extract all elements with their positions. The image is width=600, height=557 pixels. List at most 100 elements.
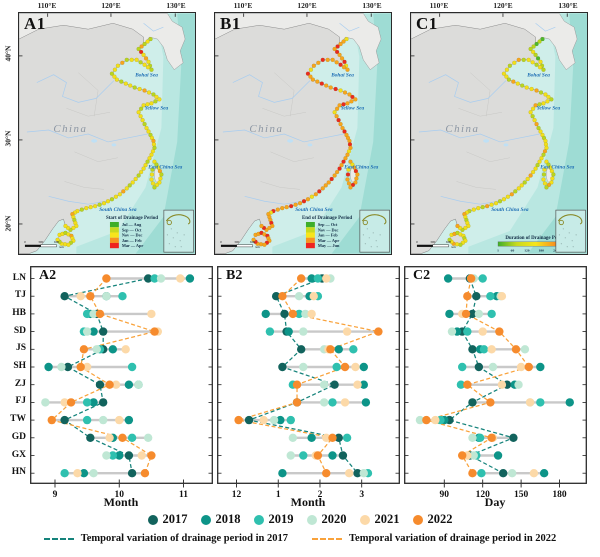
map-legend-title: Duration of Drainage Period — [505, 236, 566, 241]
coastal-dot — [531, 44, 536, 49]
coastal-dot — [520, 83, 525, 88]
data-point — [296, 274, 306, 283]
data-point — [334, 433, 343, 442]
plot-a2-canvas: 9 10 11 — [30, 266, 213, 500]
data-point — [296, 345, 306, 354]
sea-label: Bohai Sea — [526, 73, 550, 79]
coastal-dot — [338, 88, 343, 93]
coastal-dot — [309, 194, 314, 199]
data-point — [488, 362, 498, 372]
province-label-gx: GX — [11, 449, 26, 460]
coastal-dot — [550, 176, 555, 181]
year-legend-dot — [253, 514, 264, 525]
year-legend-label: 2021 — [374, 512, 400, 526]
coastal-dot — [334, 114, 339, 119]
data-point — [288, 433, 298, 442]
coastal-dot — [345, 152, 350, 157]
coastal-dot — [338, 41, 343, 47]
province-label-hn: HN — [11, 467, 26, 478]
dashed-legend-item-0: Temporal variation of drainage period in… — [43, 533, 288, 544]
data-point — [479, 345, 489, 354]
data-point — [468, 345, 477, 354]
x-tick-label: 180 — [552, 490, 567, 499]
river — [222, 129, 344, 143]
coastal-dot — [544, 159, 549, 164]
coastal-dot — [149, 101, 154, 106]
coastal-dot — [152, 159, 157, 164]
coastal-dot — [538, 129, 543, 134]
data-point — [108, 451, 118, 460]
coastal-dot — [340, 126, 345, 131]
coastal-dot — [476, 206, 481, 211]
data-point — [334, 345, 343, 354]
lon-tick-label: 120°E — [297, 1, 317, 10]
dashed-legend-item-1: Temporal variation of drainage period in… — [312, 533, 556, 544]
year-legend-item-2017: 2017 — [147, 512, 188, 527]
lon-tick-label: 120°E — [101, 1, 121, 10]
x-axis-title-b2: Month — [290, 495, 326, 509]
data-point — [60, 469, 69, 478]
data-point — [474, 309, 484, 319]
river — [535, 22, 556, 32]
data-point — [127, 362, 137, 372]
data-point — [60, 398, 69, 407]
data-point — [359, 380, 368, 389]
coastal-dot — [501, 71, 506, 76]
coastal-dot — [536, 126, 541, 131]
data-point — [143, 274, 153, 283]
data-point — [536, 362, 545, 372]
coastal-dot — [342, 59, 347, 64]
data-point — [82, 309, 92, 319]
coastal-dot — [522, 180, 527, 185]
map-legend-chip — [305, 227, 315, 233]
coastal-dot — [150, 181, 156, 186]
data-point — [137, 451, 146, 460]
coastal-dot — [338, 122, 343, 127]
x-tick-label: 90 — [440, 490, 450, 499]
map-legend-ramp-tick: 1 — [497, 249, 499, 253]
coastal-dot — [324, 83, 329, 88]
coastal-dot — [127, 183, 132, 188]
coastal-dot — [112, 67, 117, 72]
data-point — [475, 433, 485, 442]
coastal-dot — [66, 242, 71, 247]
map-legend-label: Nov — Dec — [122, 233, 143, 238]
data-point — [47, 415, 56, 425]
data-point — [299, 451, 308, 460]
coastal-dot — [259, 223, 264, 229]
coastal-dot — [512, 60, 517, 65]
data-point — [468, 398, 477, 407]
map-legend-label: May — Jun — [318, 243, 340, 248]
data-point — [319, 380, 329, 389]
data-point — [359, 362, 368, 372]
map-panel-b1: Bohai Sea Yellow Sea East China Sea South C… — [214, 12, 392, 255]
coastal-dot — [84, 206, 89, 211]
data-point — [286, 415, 295, 425]
year-legend-dot — [147, 514, 158, 525]
coastal-dot — [519, 183, 524, 188]
coastal-dot — [353, 169, 358, 174]
south-china-sea-inset — [555, 209, 586, 253]
sea-label: East China Sea — [539, 165, 574, 171]
coastal-dot — [142, 62, 147, 67]
data-point — [342, 327, 352, 336]
data-point — [44, 362, 53, 372]
map-legend-label: Jul — Aug — [122, 222, 142, 227]
province-border — [270, 151, 314, 162]
data-point — [76, 292, 85, 301]
coastal-dot — [541, 172, 547, 177]
province-label-gd: GD — [11, 431, 26, 442]
data-point — [487, 309, 496, 319]
sea-label: South China Sea — [99, 207, 137, 213]
data-point — [82, 362, 92, 372]
coastal-dot — [293, 202, 298, 207]
coastal-dot — [313, 192, 318, 197]
coastal-dot — [350, 182, 355, 187]
coastal-dot — [539, 156, 544, 161]
coastal-dot — [528, 46, 533, 52]
data-point — [102, 451, 111, 460]
river — [440, 195, 499, 205]
coastal-dot — [515, 81, 520, 86]
coastal-dot — [311, 63, 316, 68]
